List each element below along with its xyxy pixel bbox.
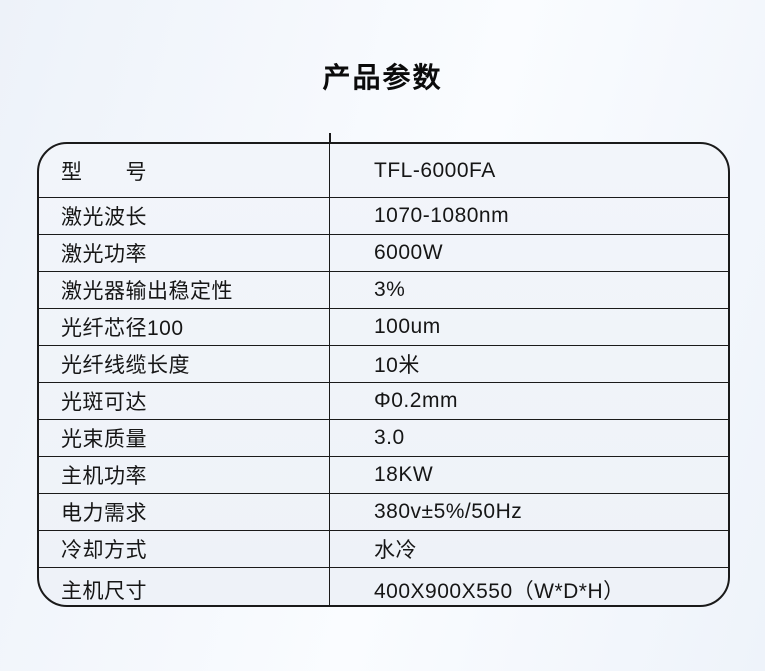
table-row: 主机功率 18KW: [39, 457, 728, 494]
param-value: 1070-1080nm: [374, 204, 510, 227]
param-value: 10米: [374, 354, 420, 377]
param-value: 380v±5%/50Hz: [374, 500, 523, 523]
param-label: 冷却方式: [39, 531, 330, 567]
param-label: 激光器输出稳定性: [39, 272, 330, 308]
param-label: 电力需求: [39, 494, 330, 530]
param-label: 光斑可达: [39, 383, 330, 419]
param-value: 6000W: [374, 241, 444, 264]
param-label: 光束质量: [39, 420, 330, 456]
param-label: 激光波长: [39, 198, 330, 234]
param-value: 400X900X550（W*D*H）: [374, 580, 625, 603]
param-label: 型 号: [39, 144, 330, 197]
param-label: 光纤芯径100: [39, 309, 330, 345]
param-label: 光纤线缆长度: [39, 346, 330, 382]
table-row: 光束质量 3.0: [39, 420, 728, 457]
table-row: 激光功率 6000W: [39, 235, 728, 272]
product-spec-table: 型 号 TFL-6000FA 激光波长 1070-1080nm 激光功率 600…: [37, 142, 730, 607]
param-value: TFL-6000FA: [374, 158, 496, 182]
param-value: 100um: [374, 315, 441, 338]
table-row: 激光波长 1070-1080nm: [39, 198, 728, 235]
param-label: 主机尺寸: [39, 568, 330, 605]
param-label: 激光功率: [39, 235, 330, 271]
table-row: 光纤芯径100 100um: [39, 309, 728, 346]
param-value: 水冷: [374, 539, 417, 562]
table-row: 光纤线缆长度 10米: [39, 346, 728, 383]
table-row: 电力需求 380v±5%/50Hz: [39, 494, 728, 531]
table-row: 型 号 TFL-6000FA: [39, 144, 728, 198]
param-value: Φ0.2mm: [374, 389, 458, 412]
param-value: 3%: [374, 278, 406, 301]
table-row: 主机尺寸 400X900X550（W*D*H）: [39, 568, 728, 605]
table-row: 冷却方式 水冷: [39, 531, 728, 568]
column-divider-tick: [329, 133, 331, 144]
table-row: 激光器输出稳定性 3%: [39, 272, 728, 309]
table-row: 光斑可达 Φ0.2mm: [39, 383, 728, 420]
param-label: 主机功率: [39, 457, 330, 493]
param-value: 18KW: [374, 463, 434, 486]
page-title: 产品参数: [322, 62, 443, 93]
param-value: 3.0: [374, 426, 405, 449]
